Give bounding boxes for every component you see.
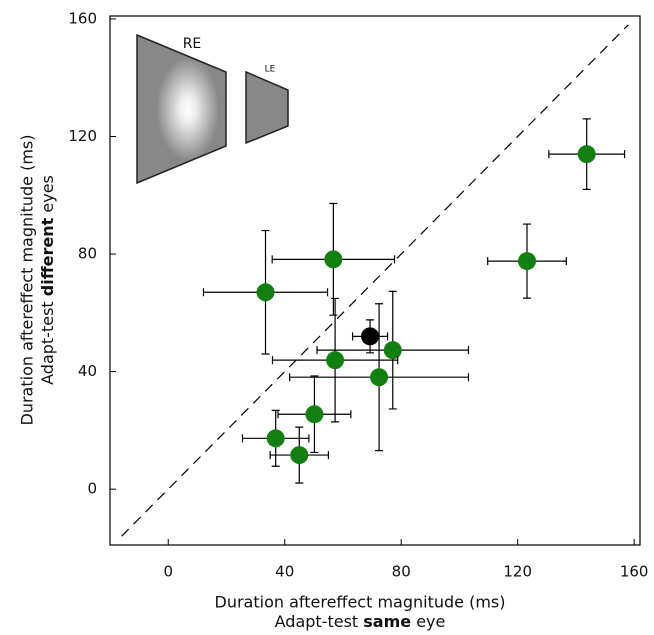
- y-tick-label: 160: [68, 9, 97, 27]
- point: [518, 252, 537, 271]
- axis-label: Adapt-test different eyes: [38, 175, 57, 385]
- point: [324, 250, 343, 269]
- axis-label: Adapt-test same eye: [275, 612, 446, 631]
- axis-label: Duration aftereffect magnitude (ms): [18, 135, 37, 426]
- axis-label-part: same: [363, 612, 411, 631]
- point: [577, 145, 596, 164]
- y-tick-label: 0: [87, 480, 97, 498]
- point: [361, 327, 380, 346]
- left-eye-icon: [245, 70, 289, 145]
- axis-label-part: eyes: [38, 175, 57, 218]
- x-tick-label: 160: [620, 563, 649, 581]
- point: [383, 341, 402, 360]
- point: [305, 405, 324, 424]
- error-bars: [316, 290, 470, 410]
- annotation: RE: [183, 36, 202, 52]
- x-tick-label: 0: [163, 563, 173, 581]
- identity-line: [121, 24, 629, 537]
- axis-label-part: eye: [411, 612, 445, 631]
- x-tick-label: 120: [503, 563, 532, 581]
- axis-label-part: different: [38, 217, 57, 296]
- y-tick-label: 80: [78, 245, 97, 263]
- x-tick-label: 40: [275, 563, 294, 581]
- annotation: LE: [265, 65, 276, 75]
- point: [290, 446, 309, 465]
- axis-label: Duration aftereffect magnitude (ms): [215, 593, 506, 612]
- error-bars: [277, 375, 352, 454]
- axis-label-part: Adapt-test: [38, 296, 57, 385]
- point: [326, 351, 345, 370]
- axis-label-part: Adapt-test: [275, 612, 364, 631]
- right-eye-icon: [136, 33, 227, 185]
- point: [370, 368, 389, 387]
- point: [256, 283, 275, 302]
- plot-frame: [109, 15, 641, 546]
- point: [266, 429, 285, 448]
- y-tick-label: 40: [78, 362, 97, 380]
- y-tick-label: 120: [68, 127, 97, 145]
- x-tick-label: 80: [392, 563, 411, 581]
